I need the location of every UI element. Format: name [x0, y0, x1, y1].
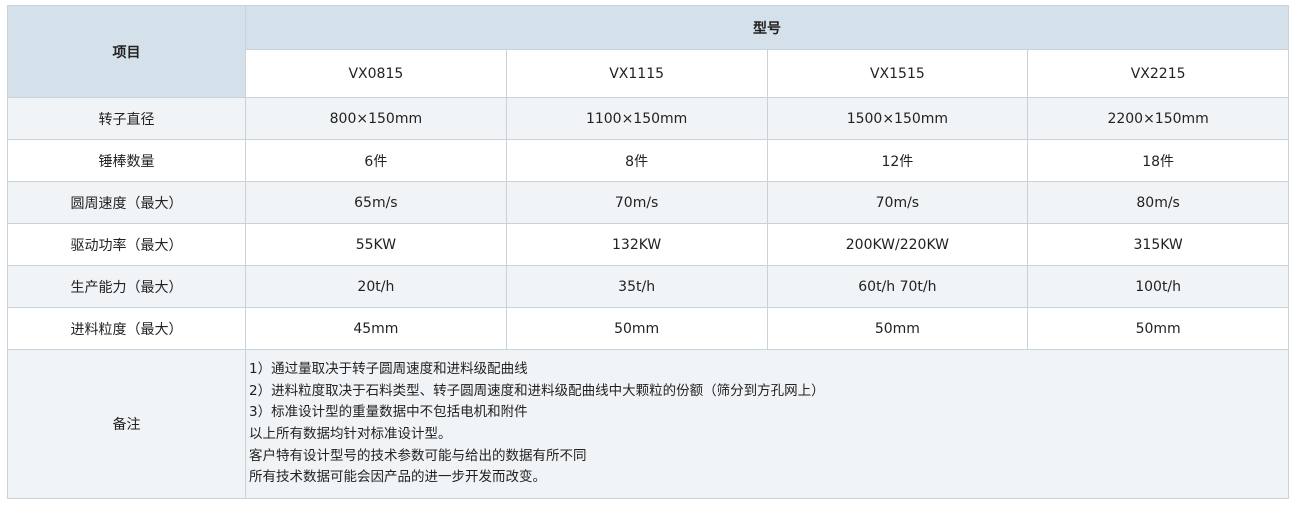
item-header: 项目 [7, 5, 246, 98]
cell: 2200×150mm [1027, 97, 1289, 140]
cell: 60t/h 70t/h [766, 265, 1029, 308]
note-line: 以上所有数据均针对标准设计型。 [249, 426, 452, 442]
cell: 1100×150mm [505, 97, 768, 140]
note-line: 2）进料粒度取决于石料类型、转子圆周速度和进料级配曲线中大颗粒的份额（筛分到方孔… [249, 382, 825, 399]
cell: 65m/s [245, 181, 507, 224]
note-line: 所有技术数据可能会因产品的进一步开发而改变。 [249, 469, 546, 486]
model-name: VX1115 [505, 49, 768, 98]
model-name: VX2215 [1027, 49, 1289, 98]
row-label: 生产能力（最大） [7, 265, 246, 308]
cell: 55KW [245, 223, 507, 266]
cell: 80m/s [1027, 181, 1289, 224]
cell: 200KW/220KW [766, 223, 1029, 266]
model-name: VX1515 [766, 49, 1029, 98]
row-label: 圆周速度（最大） [7, 181, 246, 224]
row-label: 驱动功率（最大） [7, 223, 246, 266]
cell: 35t/h [505, 265, 768, 308]
cell: 800×150mm [245, 97, 507, 140]
note-line: 1）通过量取决于转子圆周速度和进料级配曲线 [249, 361, 528, 378]
note-line: 客户特有设计型号的技术参数可能与给出的数据有所不同 [249, 447, 587, 464]
cell: 100t/h [1027, 265, 1289, 308]
cell: 132KW [505, 223, 768, 266]
notes-label: 备注 [7, 349, 246, 499]
notes-row: 备注 1）通过量取决于转子圆周速度和进料级配曲线 2）进料粒度取决于石料类型、转… [7, 349, 1289, 499]
notes-text: 1）通过量取决于转子圆周速度和进料级配曲线 2）进料粒度取决于石料类型、转子圆周… [245, 349, 1289, 499]
cell: 50mm [766, 307, 1029, 350]
model-header: 型号 [245, 5, 1289, 50]
row-label: 转子直径 [7, 97, 246, 140]
cell: 70m/s [505, 181, 768, 224]
cell: 18件 [1027, 139, 1289, 182]
cell: 50mm [505, 307, 768, 350]
table-row: 锤棒数量 6件 8件 12件 18件 [7, 139, 1289, 182]
cell: 45mm [245, 307, 507, 350]
cell: 315KW [1027, 223, 1289, 266]
table-row: 驱动功率（最大） 55KW 132KW 200KW/220KW 315KW [7, 223, 1289, 266]
cell: 12件 [766, 139, 1029, 182]
row-label: 进料粒度（最大） [7, 307, 246, 350]
model-name: VX0815 [245, 49, 507, 98]
table-row: 生产能力（最大） 20t/h 35t/h 60t/h 70t/h 100t/h [7, 265, 1289, 308]
table-row: 进料粒度（最大） 45mm 50mm 50mm 50mm [7, 307, 1289, 350]
spec-table: 项目 型号 VX0815 VX1115 VX1515 VX2215 转子直径 8… [7, 5, 1289, 499]
cell: 70m/s [766, 181, 1029, 224]
cell: 1500×150mm [766, 97, 1029, 140]
cell: 6件 [245, 139, 507, 182]
cell: 50mm [1027, 307, 1289, 350]
note-line: 3）标准设计型的重量数据中不包括电机和附件 [249, 404, 528, 421]
cell: 20t/h [245, 265, 507, 308]
row-label: 锤棒数量 [7, 139, 246, 182]
table-row: 圆周速度（最大） 65m/s 70m/s 70m/s 80m/s [7, 181, 1289, 224]
cell: 8件 [505, 139, 768, 182]
table-row: 转子直径 800×150mm 1100×150mm 1500×150mm 220… [7, 97, 1289, 140]
